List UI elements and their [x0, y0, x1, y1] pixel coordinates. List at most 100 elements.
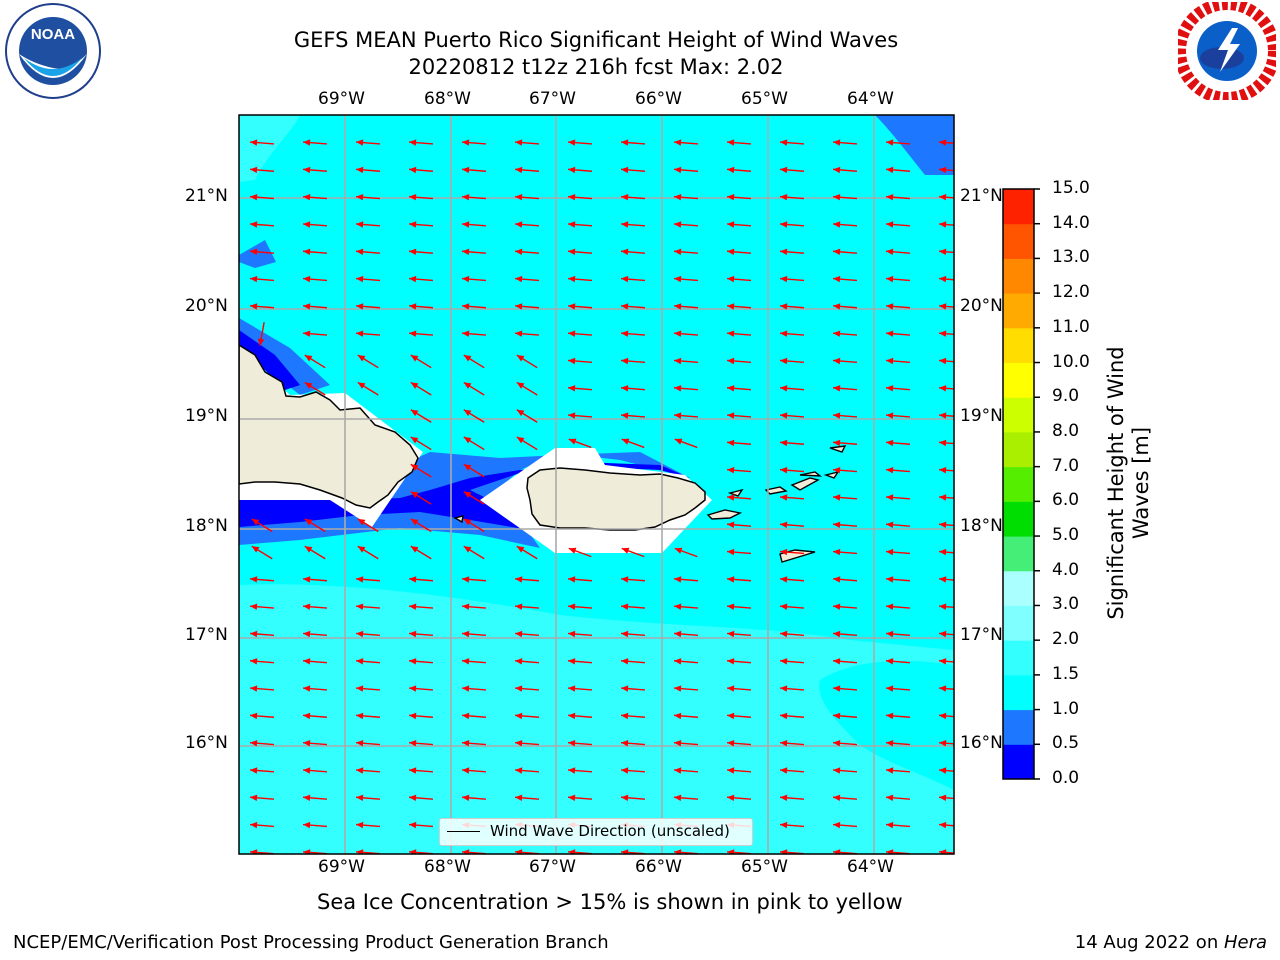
wave-arrow-head: [409, 740, 417, 747]
wave-arrow-head: [727, 576, 735, 583]
colorbar-segment: [1003, 466, 1034, 502]
lat-tick-right-18n: 18°N: [960, 516, 1003, 536]
wave-arrow-head: [515, 576, 523, 583]
wave-arrow-head: [303, 794, 311, 801]
wave-arrow-head: [886, 139, 894, 146]
colorbar-segment: [1003, 431, 1034, 468]
wave-arrow-head: [356, 767, 364, 774]
wave-arrow-head: [462, 275, 470, 283]
land-puerto-rico: [526, 467, 706, 531]
wave-arrow-head: [409, 248, 417, 255]
wave-arrow-head: [780, 330, 788, 337]
lat-tick-right-19n: 19°N: [960, 406, 1003, 426]
wave-arrow-head: [409, 630, 417, 638]
wave-arrow-head: [250, 275, 258, 283]
wave-zone-1.5-2m-nw: [239, 115, 300, 182]
wave-arrow-head: [939, 521, 947, 528]
wave-arrow-head: [886, 603, 894, 610]
colorbar-tick-label: 1.0: [1052, 698, 1080, 719]
wave-arrow-head: [568, 767, 576, 774]
wave-arrow-head: [410, 382, 419, 389]
lat-tick-right-17n: 17°N: [960, 625, 1003, 645]
wave-arrow-head: [727, 330, 735, 337]
wave-arrow-head: [463, 464, 472, 471]
wave-arrow-head: [621, 630, 629, 638]
colorbar-segment: [1003, 674, 1034, 711]
colorbar-tick-label: 9.0: [1052, 386, 1080, 407]
wave-arrow-head: [780, 275, 788, 283]
wave-arrow-head: [833, 166, 841, 174]
wave-arrow-head: [409, 849, 417, 854]
colorbar: [1002, 188, 1040, 780]
colorbar-label-line1: Significant Height of Wind: [1104, 346, 1128, 620]
wave-arrow-head: [674, 438, 683, 445]
wave-arrow-head: [727, 630, 735, 638]
wave-arrow-head: [886, 712, 894, 720]
grid-lines: [239, 115, 954, 854]
wave-arrow-head: [939, 630, 947, 638]
wave-arrow-head: [886, 412, 894, 419]
colorbar-segment: [1003, 362, 1034, 398]
wave-arrow-head: [833, 576, 841, 583]
wave-arrow-head: [780, 603, 788, 610]
wave-arrow-head: [886, 467, 894, 474]
wave-arrow-head: [780, 794, 788, 801]
wave-arrow-head: [568, 794, 576, 801]
wave-arrow-head: [674, 576, 682, 583]
wave-arrow-head: [515, 303, 523, 310]
wave-arrow-head: [833, 194, 841, 201]
wave-arrow-head: [410, 491, 419, 499]
wave-arrow-head: [568, 547, 577, 554]
wave-arrow-head: [727, 439, 735, 447]
wave-arrow-head: [833, 712, 841, 720]
colorbar-tick-label: 3.0: [1052, 594, 1080, 615]
legend-label: Wind Wave Direction (unscaled): [490, 822, 730, 840]
colorbar-segment: [1003, 189, 1034, 225]
wave-arrow-head: [462, 658, 470, 665]
lon-tick-top-65w: 65°W: [741, 89, 788, 109]
wave-arrow-head: [356, 221, 364, 228]
wave-arrow-head: [727, 248, 735, 255]
wave-arrow-head: [833, 685, 841, 692]
wave-arrow-head: [409, 330, 417, 337]
wave-arrow-head: [303, 685, 311, 692]
sea-ice-note: Sea Ice Concentration > 15% is shown in …: [317, 890, 903, 914]
wave-arrow-head: [250, 740, 258, 747]
colorbar-tick-label: 4.0: [1052, 559, 1080, 580]
wave-arrow-head: [356, 275, 364, 283]
colorbar-tick-label: 15.0: [1052, 178, 1090, 198]
colorbar-segment: [1003, 327, 1034, 364]
wave-arrow-head: [356, 330, 364, 337]
wave-arrow-head: [621, 357, 629, 365]
wave-arrow-head: [939, 385, 947, 392]
colorbar-segment: [1003, 640, 1034, 676]
wave-arrow-head: [409, 576, 417, 583]
wave-arrow-head: [409, 603, 417, 610]
wave-arrow-head: [250, 194, 258, 201]
map-legend: Wind Wave Direction (unscaled): [439, 818, 753, 846]
wave-arrow-head: [356, 194, 364, 201]
wave-arrow-head: [833, 439, 841, 447]
wave-arrow-head: [515, 330, 523, 337]
wave-arrow-head: [621, 547, 630, 554]
wave-arrow-head: [621, 794, 629, 801]
wave-arrow-head: [462, 330, 470, 337]
wave-arrow-head: [886, 548, 894, 556]
wave-arrow-head: [462, 221, 470, 228]
wave-arrow-head: [462, 740, 470, 747]
wave-arrow-head: [568, 166, 576, 174]
wave-arrow-head: [886, 275, 894, 283]
colorbar-tick-label: 12.0: [1052, 282, 1090, 303]
wave-arrow-head: [886, 740, 894, 747]
wave-arrow-head: [621, 330, 629, 337]
colorbar-segment: [1003, 709, 1034, 745]
wave-arrow-head: [409, 658, 417, 665]
wave-arrow-head: [727, 357, 735, 365]
wave-arrow-head: [621, 303, 629, 310]
wave-arrow-head: [727, 139, 735, 146]
wave-arrow-head: [250, 139, 258, 146]
wave-arrow-head: [939, 194, 947, 201]
wave-arrow-head: [621, 767, 629, 774]
wave-arrow-head: [674, 194, 682, 201]
wave-arrow-head: [410, 546, 419, 553]
